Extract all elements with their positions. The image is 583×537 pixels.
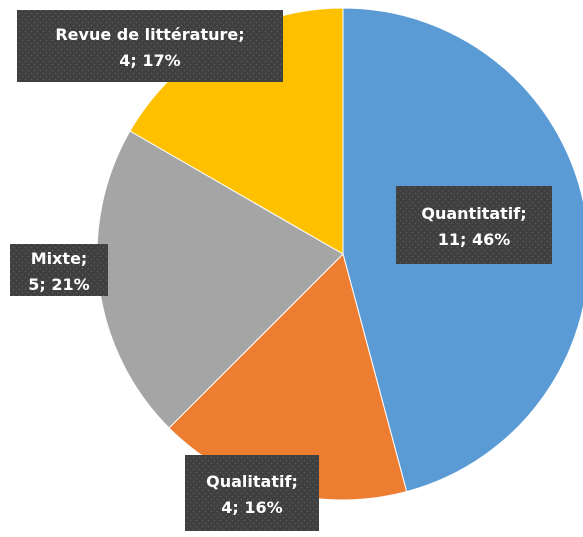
- label-box: [185, 455, 319, 531]
- label-box: [10, 244, 108, 296]
- label-box: [396, 186, 552, 264]
- category-label: Revue de littérature;: [55, 25, 244, 44]
- data-labels: Quantitatif; 11; 46% Qualitatif; 4; 16% Mixt…: [10, 10, 552, 531]
- category-label: Quantitatif;: [421, 204, 526, 223]
- value-label: 4; 16%: [221, 498, 282, 517]
- category-label: Qualitatif;: [206, 472, 298, 491]
- value-label: 4; 17%: [119, 51, 180, 70]
- category-label: Mixte;: [31, 249, 88, 268]
- value-label: 11; 46%: [438, 230, 511, 249]
- value-label: 5; 21%: [28, 275, 89, 294]
- label-box: [17, 10, 283, 82]
